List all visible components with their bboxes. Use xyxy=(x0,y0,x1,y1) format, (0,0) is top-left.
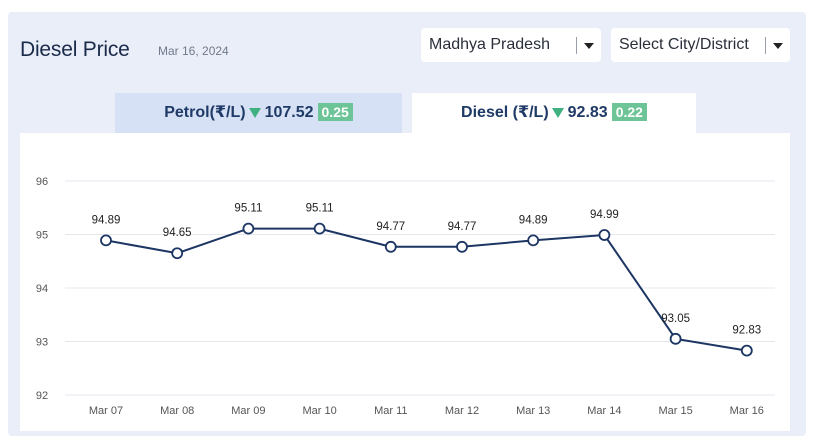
data-point xyxy=(598,229,611,241)
tab-petrol-label: Petrol(₹/L) xyxy=(164,104,246,121)
x-tick-label: Mar 16 xyxy=(730,405,764,417)
data-point xyxy=(313,222,326,235)
x-tick-label: Mar 07 xyxy=(89,405,123,417)
data-label: 95.11 xyxy=(234,203,262,215)
chevron-down-icon[interactable] xyxy=(773,43,783,49)
x-tick-label: Mar 14 xyxy=(587,405,621,417)
x-tick-label: Mar 13 xyxy=(516,405,550,417)
x-tick-label: Mar 12 xyxy=(445,405,479,417)
data-point xyxy=(456,240,468,253)
tab-diesel-price: 92.83 xyxy=(567,104,608,121)
x-tick-label: Mar 11 xyxy=(374,405,407,417)
data-point xyxy=(100,234,112,247)
data-label: 92.83 xyxy=(732,325,761,337)
y-tick-label: 92 xyxy=(36,390,48,402)
data-label: 94.89 xyxy=(92,214,121,226)
series-line xyxy=(105,227,747,352)
x-tick-label: Mar 09 xyxy=(231,405,265,417)
data-label: 95.11 xyxy=(306,203,334,215)
tab-petrol-price: 107.52 xyxy=(264,104,314,121)
tab-diesel-label: Diesel (₹/L) xyxy=(461,104,549,121)
x-tick-label: Mar 10 xyxy=(302,405,336,417)
data-point xyxy=(669,332,682,345)
select-divider xyxy=(765,37,766,54)
diesel-price-card: Diesel Price Mar 16, 2024 Madhya Pradesh… xyxy=(8,12,806,436)
data-label: 94.99 xyxy=(590,209,619,221)
data-point xyxy=(242,222,255,235)
price-line-chart: 96 95 94 93 92 Mar 07 Mar 08 Mar 09 Mar 10 Mar 11… xyxy=(36,176,775,417)
state-select-value: Madhya Pradesh xyxy=(429,36,550,53)
diesel-change-badge: 0.22 xyxy=(611,102,647,121)
y-tick-label: 94 xyxy=(36,283,48,295)
tab-petrol[interactable]: Petrol(₹/L) 107.52 0.25 xyxy=(115,93,402,133)
y-tick-label: 93 xyxy=(36,337,48,349)
price-date: Mar 16, 2024 xyxy=(158,44,229,58)
y-tick-label: 96 xyxy=(36,176,48,188)
x-tick-label: Mar 15 xyxy=(658,405,692,417)
data-label: 94.89 xyxy=(519,214,548,226)
data-point xyxy=(171,247,184,260)
select-divider xyxy=(576,37,577,54)
data-label: 94.77 xyxy=(376,221,405,233)
data-point xyxy=(527,234,540,247)
page-title: Diesel Price xyxy=(20,38,130,61)
y-tick-label: 95 xyxy=(36,230,48,242)
data-point xyxy=(384,240,397,253)
data-label: 94.65 xyxy=(163,227,192,239)
chevron-down-icon[interactable] xyxy=(584,43,594,49)
x-tick-label: Mar 08 xyxy=(160,405,194,417)
state-select[interactable]: Madhya Pradesh xyxy=(421,28,601,62)
city-select[interactable]: Select City/District xyxy=(611,28,790,62)
data-label: 93.05 xyxy=(661,313,690,325)
city-select-placeholder: Select City/District xyxy=(619,36,749,53)
tab-diesel[interactable]: Diesel (₹/L) 92.83 0.22 xyxy=(412,93,696,133)
trend-down-icon xyxy=(248,107,261,118)
trend-down-icon xyxy=(551,107,564,118)
data-label: 94.77 xyxy=(448,221,477,233)
petrol-change-badge: 0.25 xyxy=(317,102,353,121)
data-point xyxy=(740,344,753,357)
price-chart-panel: 96 95 94 93 92 Mar 07 Mar 08 Mar 09 Mar 10 Mar 11… xyxy=(20,133,790,431)
